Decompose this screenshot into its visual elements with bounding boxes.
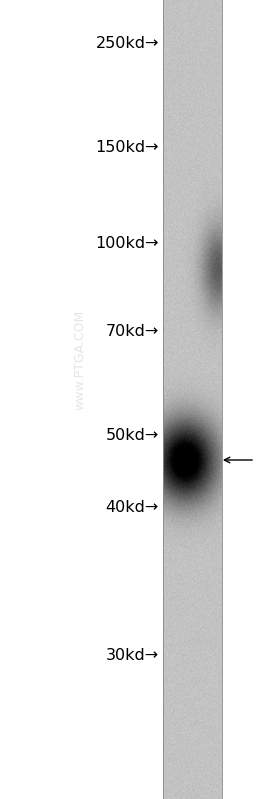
Text: 100kd→: 100kd→ [95, 236, 159, 251]
Text: 50kd→: 50kd→ [106, 427, 159, 443]
Text: 150kd→: 150kd→ [95, 141, 159, 156]
Text: www.PTGA.COM: www.PTGA.COM [73, 310, 87, 410]
Text: 40kd→: 40kd→ [106, 499, 159, 515]
Text: 30kd→: 30kd→ [106, 647, 159, 662]
Text: 70kd→: 70kd→ [106, 324, 159, 340]
Text: 250kd→: 250kd→ [96, 37, 159, 51]
